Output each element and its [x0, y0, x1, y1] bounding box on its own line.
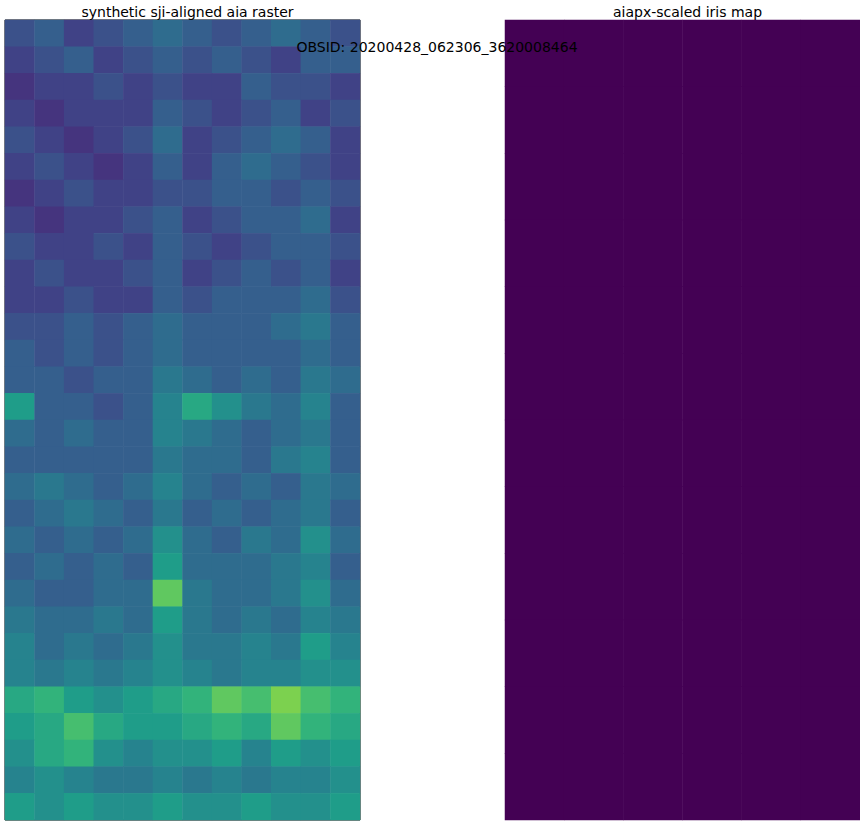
- svg-text:synthetic sji-aligned aia rast: synthetic sji-aligned aia raster: [81, 4, 293, 20]
- svg-text:OBSID: 20200428_062306_3620008: OBSID: 20200428_062306_3620008464: [296, 39, 577, 55]
- svg-text:aiapx-scaled iris map: aiapx-scaled iris map: [613, 4, 762, 20]
